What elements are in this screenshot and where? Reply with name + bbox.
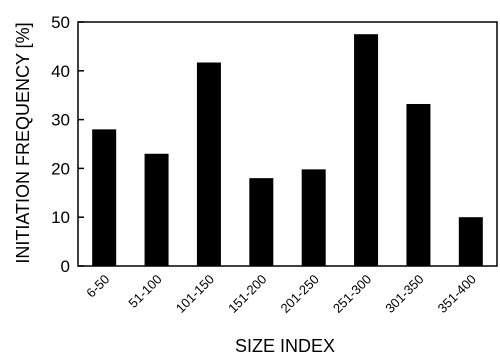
x-tick-label: 101-150 [173,272,217,316]
x-tick-label: 351-400 [435,272,479,316]
y-tick-label: 0 [61,257,70,276]
x-tick-label: 51-100 [125,272,164,311]
y-axis-title-group: INITIATION FREQUENCY [%] [13,22,33,263]
x-tick-label: 151-200 [225,272,269,316]
plot-frame [77,21,498,267]
y-axis-title: INITIATION FREQUENCY [%] [13,22,33,263]
bar-51-100 [144,153,169,266]
x-tick-label: 301-350 [382,272,426,316]
bar-6-50 [92,129,117,266]
bar-351-400 [458,217,483,266]
y-tick-label: 20 [51,159,70,178]
bar-251-300 [354,34,379,267]
y-tick-label: 50 [51,13,70,32]
plot-area: 0 10 20 30 40 50 6-50 51-100 101-150 151-200 201-2… [51,13,498,316]
bar-201-250 [301,169,326,266]
x-tick-label: 251-300 [330,272,374,316]
x-tick-label: 201-250 [277,272,321,316]
bar-301-350 [406,103,431,266]
x-tick-label: 6-50 [83,272,112,301]
y-tick-label: 30 [51,111,70,130]
y-tick-label: 10 [51,208,70,227]
bar-151-200 [249,178,274,266]
x-axis-title: SIZE INDEX [235,336,335,356]
y-tick-label: 40 [51,62,70,81]
bar-101-150 [196,62,221,267]
